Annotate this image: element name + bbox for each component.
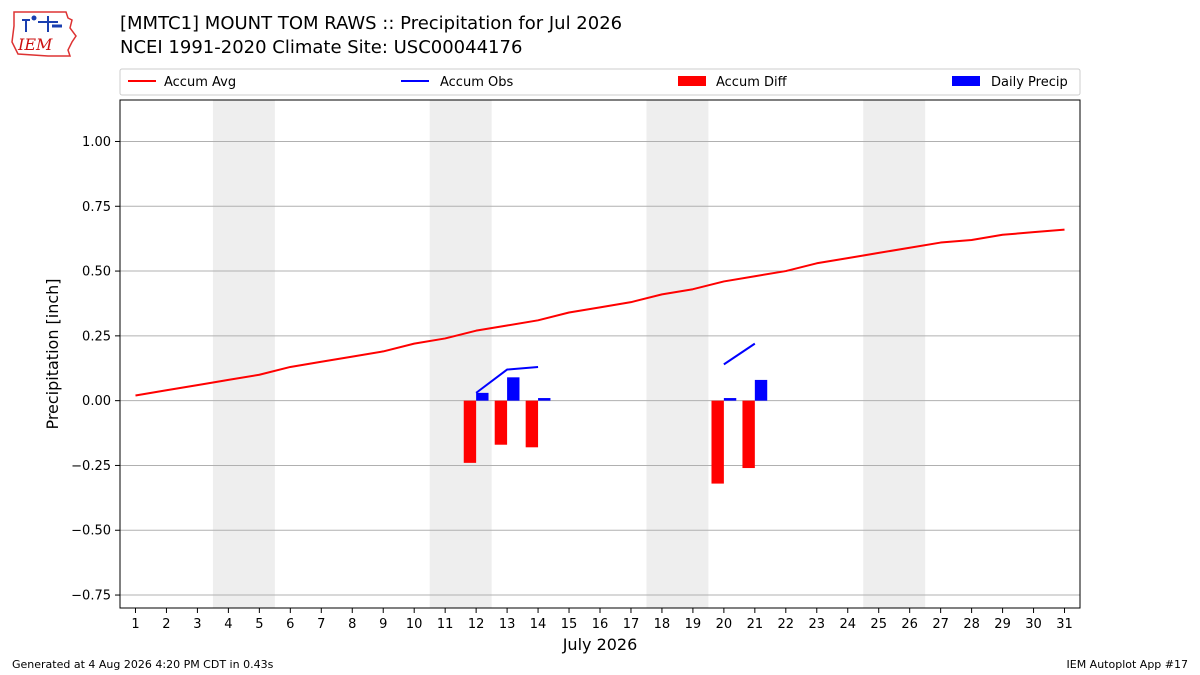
iem-logo: IEM (11, 11, 77, 57)
x-tick-label: 26 (901, 617, 918, 632)
x-tick-label: 28 (963, 617, 980, 632)
weekend-band-0 (212, 100, 275, 608)
x-tick-label: 23 (809, 617, 826, 632)
x-tick-label: 6 (286, 617, 294, 632)
x-tick-label: 13 (499, 617, 516, 632)
weekend-shading (212, 100, 926, 608)
x-tick-label: 27 (932, 617, 949, 632)
chart-title-line2: NCEI 1991-2020 Climate Site: USC00044176 (120, 37, 523, 58)
y-tick-label: 0.00 (82, 394, 111, 409)
x-tick-label: 9 (379, 617, 387, 632)
y-axis-label: Precipitation [inch] (43, 278, 62, 429)
x-tick-label: 15 (561, 617, 578, 632)
y-tick-label: −0.50 (71, 524, 111, 539)
y-tick-label: 1.00 (82, 135, 111, 150)
weekend-band-2 (646, 100, 709, 608)
y-tick-label: 0.25 (82, 329, 111, 344)
daily-precip-bar (476, 392, 489, 401)
logo-text: IEM (17, 35, 53, 54)
x-tick-label: 20 (716, 617, 733, 632)
y-tick-label: −0.75 (71, 589, 111, 604)
lines (135, 228, 1065, 397)
x-tick-label: 24 (839, 617, 856, 632)
app-credit: IEM Autoplot App #17 (1066, 658, 1189, 671)
x-tick-label: 3 (193, 617, 201, 632)
legend-box (119, 68, 1081, 96)
x-tick-label: 8 (348, 617, 356, 632)
legend-label-daily-precip: Daily Precip (991, 75, 1068, 90)
legend-swatch-accum-diff (678, 76, 706, 86)
x-tick-label: 16 (592, 617, 609, 632)
y-tick-label: 0.75 (82, 200, 111, 215)
x-axis-label: July 2026 (562, 635, 638, 654)
accum-diff-bar (494, 400, 508, 445)
y-tick-label: 0.50 (82, 265, 111, 280)
x-tick-label: 22 (778, 617, 795, 632)
accum-diff-bar (463, 400, 477, 463)
accum-avg-line (135, 228, 1065, 397)
x-tick-label: 14 (530, 617, 547, 632)
x-tick-label: 5 (255, 617, 263, 632)
y-axis: −0.75 −0.50 −0.25 0.00 0.25 0.50 0.75 1.00 (71, 135, 120, 604)
x-tick-label: 1 (131, 617, 139, 632)
chart-title-line1: [MMTC1] MOUNT TOM RAWS :: Precipitation … (120, 13, 623, 34)
x-tick-label: 12 (468, 617, 485, 632)
legend-label-accum-obs: Accum Obs (440, 75, 513, 90)
x-tick-label: 29 (994, 617, 1011, 632)
accum-diff-bar (711, 400, 724, 484)
x-tick-label: 21 (747, 617, 764, 632)
daily-precip-bar (538, 398, 551, 401)
x-tick-label: 11 (437, 617, 454, 632)
x-tick-label: 2 (162, 617, 170, 632)
x-tick-label: 25 (870, 617, 887, 632)
legend-label-accum-diff: Accum Diff (716, 75, 788, 90)
accum-obs-line-segment (475, 365, 539, 394)
accum-diff-bar (525, 400, 539, 448)
x-tick-label: 18 (654, 617, 671, 632)
x-tick-label: 17 (623, 617, 640, 632)
daily-precip-bar (723, 398, 737, 401)
x-tick-label: 31 (1056, 617, 1073, 632)
daily-precip-bar (507, 377, 520, 401)
weekend-band-1 (429, 100, 492, 608)
legend: Accum Avg Accum Obs Accum Diff Daily Precip (119, 68, 1081, 96)
y-tick-label: −0.25 (71, 459, 111, 474)
x-tick-label: 7 (317, 617, 325, 632)
x-tick-label: 4 (224, 617, 232, 632)
bars (463, 377, 768, 484)
x-tick-label: 10 (406, 617, 423, 632)
generated-timestamp: Generated at 4 Aug 2026 4:20 PM CDT in 0… (12, 658, 274, 671)
weekend-band-3 (863, 100, 926, 608)
accum-diff-bar (742, 400, 755, 469)
legend-swatch-daily-precip (952, 76, 980, 86)
y-gridlines (120, 140, 1080, 596)
x-tick-label: 30 (1025, 617, 1042, 632)
x-tick-label: 19 (685, 617, 702, 632)
x-axis: 1 2 3 4 5 6 7 8 9 10 11 12 13 14 15 16 17 18 19 20 21 22 23 24 2… (131, 608, 1073, 632)
daily-precip-bar (754, 379, 768, 401)
legend-label-accum-avg: Accum Avg (164, 75, 236, 90)
accum-obs-line-segment (723, 342, 756, 366)
